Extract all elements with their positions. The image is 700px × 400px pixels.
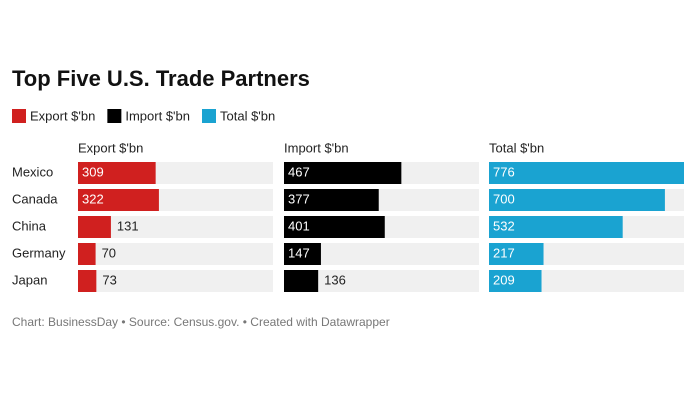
bar-background [78, 270, 273, 292]
value-label: 70 [102, 245, 116, 260]
bar [78, 270, 97, 292]
value-label: 309 [82, 164, 104, 179]
legend-swatch [12, 109, 26, 123]
bar [78, 162, 156, 184]
legend-label: Export $'bn [30, 108, 95, 123]
bar [284, 216, 385, 238]
bar [489, 189, 665, 211]
value-label: 217 [493, 245, 515, 260]
bar [489, 270, 542, 292]
column-header: Import $'bn [284, 140, 349, 155]
chart-title: Top Five U.S. Trade Partners [12, 66, 310, 91]
bar [78, 243, 96, 265]
value-label: 73 [102, 272, 116, 287]
bar [489, 162, 684, 184]
legend-label: Import $'bn [125, 108, 190, 123]
bar-background [284, 243, 479, 265]
category-label: Germany [12, 245, 66, 260]
value-label: 401 [288, 218, 310, 233]
legend-label: Total $'bn [220, 108, 275, 123]
value-label: 136 [324, 272, 346, 287]
bar [78, 216, 111, 238]
value-label: 700 [493, 191, 515, 206]
category-label: Japan [12, 272, 47, 287]
value-label: 131 [117, 218, 139, 233]
chart-footer: Chart: BusinessDay • Source: Census.gov.… [12, 315, 390, 329]
column-header: Export $'bn [78, 140, 143, 155]
bar [284, 162, 402, 184]
legend-swatch [107, 109, 122, 123]
value-label: 467 [288, 164, 310, 179]
bar-background [78, 243, 273, 265]
category-label: Canada [12, 191, 58, 206]
bar-background [284, 270, 479, 292]
bar [78, 189, 159, 211]
bar [489, 243, 544, 265]
value-label: 776 [493, 164, 515, 179]
bar [284, 243, 321, 265]
bar [489, 216, 623, 238]
value-label: 532 [493, 218, 515, 233]
legend-swatch [202, 109, 216, 123]
bar [284, 270, 319, 292]
value-label: 147 [288, 245, 310, 260]
column-header: Total $'bn [489, 140, 544, 155]
bar-background [78, 216, 273, 238]
category-label: China [12, 218, 47, 233]
value-label: 322 [82, 191, 104, 206]
bar [284, 189, 379, 211]
category-label: Mexico [12, 164, 53, 179]
value-label: 209 [493, 272, 515, 287]
value-label: 377 [288, 191, 310, 206]
